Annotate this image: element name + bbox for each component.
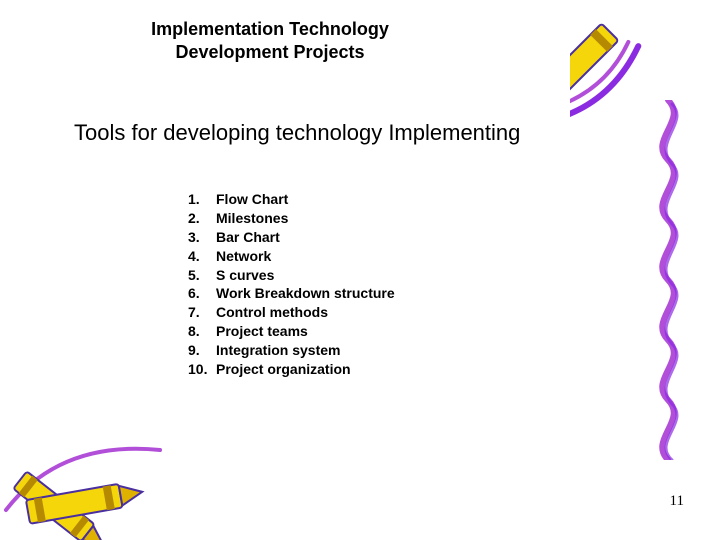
list-item: 6.Work Breakdown structure bbox=[188, 284, 395, 303]
list-item: 7.Control methods bbox=[188, 303, 395, 322]
list-item-text: Project organization bbox=[216, 360, 351, 379]
crayon-top-right-icon bbox=[570, 0, 720, 122]
list-item-number: 5. bbox=[188, 266, 216, 285]
list-item-number: 2. bbox=[188, 209, 216, 228]
list-item-text: Project teams bbox=[216, 322, 308, 341]
list-item-text: Flow Chart bbox=[216, 190, 288, 209]
list-item-number: 3. bbox=[188, 228, 216, 247]
list-item: 2.Milestones bbox=[188, 209, 395, 228]
subtitle-text: Tools for developing technology Implemen… bbox=[74, 120, 520, 145]
page-number: 11 bbox=[670, 493, 684, 510]
list-item: 5.S curves bbox=[188, 266, 395, 285]
list-item-number: 8. bbox=[188, 322, 216, 341]
list-item-text: Integration system bbox=[216, 341, 340, 360]
list-item-text: S curves bbox=[216, 266, 274, 285]
heading-line-1: Implementation Technology bbox=[151, 19, 389, 39]
list-item: 1.Flow Chart bbox=[188, 190, 395, 209]
list-item-number: 7. bbox=[188, 303, 216, 322]
list-item: 4.Network bbox=[188, 247, 395, 266]
list-item-text: Network bbox=[216, 247, 271, 266]
slide-heading: Implementation Technology Development Pr… bbox=[90, 18, 450, 63]
list-item: 9.Integration system bbox=[188, 341, 395, 360]
list-item-text: Work Breakdown structure bbox=[216, 284, 395, 303]
squiggle-right-icon bbox=[648, 100, 688, 460]
slide: { "heading_line1": "Implementation Techn… bbox=[0, 0, 720, 540]
list-item-text: Bar Chart bbox=[216, 228, 280, 247]
list-item: 10.Project organization bbox=[188, 360, 395, 379]
list-item-number: 4. bbox=[188, 247, 216, 266]
heading-line-2: Development Projects bbox=[175, 42, 364, 62]
list-item: 8.Project teams bbox=[188, 322, 395, 341]
list-item: 3.Bar Chart bbox=[188, 228, 395, 247]
crayons-bottom-left-icon bbox=[0, 380, 200, 540]
list-item-number: 6. bbox=[188, 284, 216, 303]
list-item-number: 10. bbox=[188, 360, 216, 379]
list-item-number: 9. bbox=[188, 341, 216, 360]
tools-list: 1.Flow Chart2.Milestones3.Bar Chart4.Net… bbox=[188, 190, 395, 379]
list-item-text: Control methods bbox=[216, 303, 328, 322]
list-item-text: Milestones bbox=[216, 209, 288, 228]
list-item-number: 1. bbox=[188, 190, 216, 209]
slide-subtitle: Tools for developing technology Implemen… bbox=[74, 120, 520, 146]
